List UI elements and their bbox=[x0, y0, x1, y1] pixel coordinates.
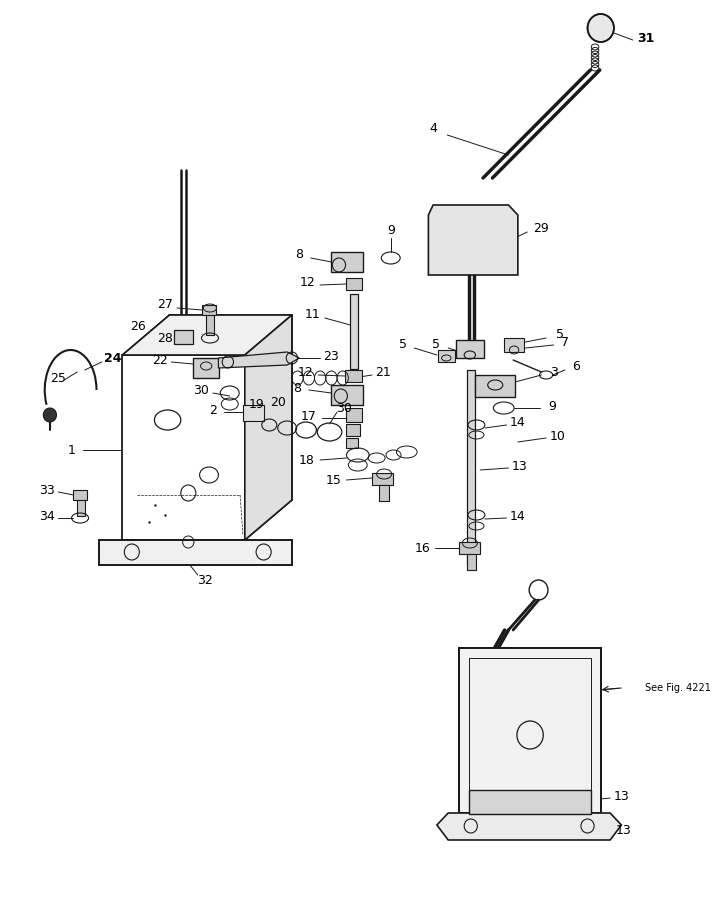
Text: 21: 21 bbox=[375, 366, 391, 380]
Text: 5: 5 bbox=[432, 338, 440, 352]
Bar bbox=[344, 370, 362, 382]
Text: 5: 5 bbox=[399, 338, 407, 352]
Text: 25: 25 bbox=[50, 372, 67, 384]
Bar bbox=[467, 554, 476, 570]
Text: 30: 30 bbox=[336, 401, 352, 415]
Bar bbox=[460, 648, 601, 813]
Text: 11: 11 bbox=[305, 309, 321, 321]
Bar bbox=[350, 294, 358, 369]
Polygon shape bbox=[428, 205, 518, 275]
Text: 30: 30 bbox=[193, 383, 208, 397]
Text: 15: 15 bbox=[325, 473, 342, 487]
Bar bbox=[206, 315, 214, 335]
Bar bbox=[347, 424, 359, 436]
Text: 8: 8 bbox=[294, 382, 301, 394]
Bar bbox=[203, 305, 216, 315]
Bar bbox=[467, 370, 475, 565]
Text: 7: 7 bbox=[561, 336, 569, 348]
Text: 13: 13 bbox=[614, 789, 629, 803]
Polygon shape bbox=[122, 315, 292, 355]
Bar bbox=[74, 490, 87, 500]
Bar bbox=[460, 648, 601, 813]
Bar bbox=[475, 375, 515, 397]
Text: 13: 13 bbox=[616, 824, 632, 836]
Text: 23: 23 bbox=[324, 349, 339, 363]
Bar bbox=[332, 252, 364, 272]
Text: 26: 26 bbox=[130, 320, 146, 334]
Text: 9: 9 bbox=[387, 223, 395, 237]
Bar bbox=[174, 330, 193, 344]
Polygon shape bbox=[245, 315, 292, 540]
Text: 17: 17 bbox=[301, 410, 316, 422]
Bar bbox=[332, 385, 364, 405]
Text: 14: 14 bbox=[510, 417, 526, 429]
Bar bbox=[469, 790, 591, 814]
Bar bbox=[504, 338, 524, 352]
Circle shape bbox=[43, 408, 57, 422]
Text: 22: 22 bbox=[153, 354, 168, 366]
Bar bbox=[437, 350, 455, 362]
Text: 5: 5 bbox=[556, 328, 564, 341]
Circle shape bbox=[588, 14, 614, 42]
Text: 10: 10 bbox=[549, 429, 566, 443]
Text: See Fig. 4221: See Fig. 4221 bbox=[645, 683, 711, 693]
Bar bbox=[77, 500, 84, 516]
Text: 34: 34 bbox=[39, 509, 55, 523]
Text: 1: 1 bbox=[67, 444, 75, 456]
Text: 14: 14 bbox=[510, 509, 526, 523]
Text: 3: 3 bbox=[550, 366, 558, 380]
Bar bbox=[193, 358, 219, 378]
Text: 8: 8 bbox=[296, 248, 304, 262]
Bar bbox=[122, 355, 245, 540]
Bar bbox=[372, 473, 392, 485]
Text: 20: 20 bbox=[270, 395, 286, 409]
Polygon shape bbox=[218, 352, 299, 368]
Text: 19: 19 bbox=[248, 399, 264, 411]
Text: 31: 31 bbox=[637, 32, 654, 44]
Bar bbox=[460, 542, 480, 554]
Text: 4: 4 bbox=[429, 122, 437, 134]
Bar bbox=[347, 408, 362, 422]
Text: 12: 12 bbox=[300, 276, 316, 290]
Text: 28: 28 bbox=[157, 331, 173, 345]
Bar bbox=[347, 438, 358, 448]
Text: 9: 9 bbox=[548, 400, 556, 412]
Text: 2: 2 bbox=[209, 403, 217, 417]
Text: 18: 18 bbox=[299, 454, 315, 466]
Text: 13: 13 bbox=[512, 460, 528, 473]
Bar bbox=[346, 278, 362, 290]
Text: 32: 32 bbox=[198, 573, 213, 587]
Text: 16: 16 bbox=[415, 542, 430, 554]
Bar bbox=[243, 405, 263, 421]
Polygon shape bbox=[99, 540, 292, 565]
Bar bbox=[469, 658, 591, 803]
Polygon shape bbox=[437, 813, 621, 840]
Text: 12: 12 bbox=[298, 366, 314, 380]
Text: 27: 27 bbox=[157, 299, 173, 311]
Text: 33: 33 bbox=[39, 483, 55, 497]
Bar bbox=[455, 340, 484, 358]
Text: 24: 24 bbox=[105, 352, 122, 365]
Text: 6: 6 bbox=[572, 361, 580, 374]
Text: 29: 29 bbox=[533, 221, 549, 235]
Bar bbox=[379, 485, 389, 501]
